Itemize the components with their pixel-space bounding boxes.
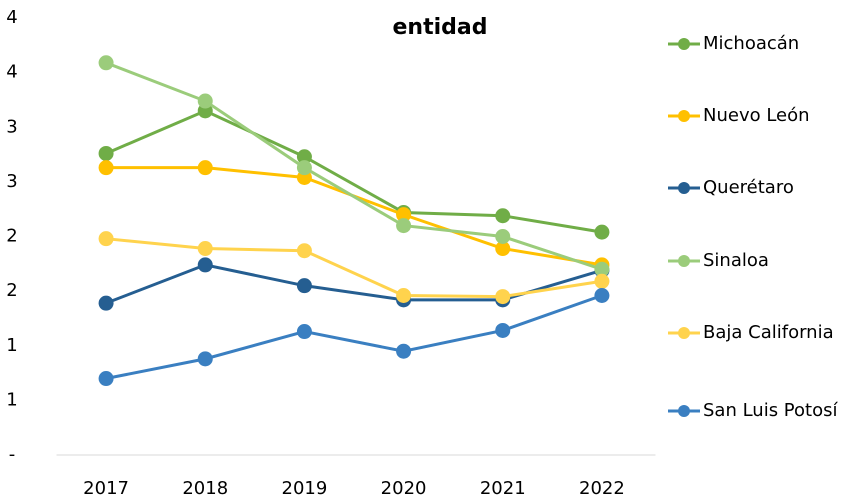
data-point: [98, 371, 114, 387]
data-point: [197, 93, 213, 109]
y-tick-label: 2: [6, 280, 17, 301]
x-tick-label: 2022: [579, 478, 625, 498]
y-tick-label: 4: [6, 62, 17, 83]
y-tick-label: 4: [6, 7, 17, 28]
legend-marker: [678, 327, 690, 339]
series-line: [105, 294, 603, 380]
data-point: [98, 145, 114, 161]
series-line: [105, 237, 603, 299]
y-tick-label: -: [9, 444, 16, 465]
data-point: [396, 343, 412, 359]
x-tick-label: 2017: [83, 478, 129, 498]
data-point: [495, 229, 511, 244]
series-line: [105, 109, 603, 234]
series-line: [106, 166, 603, 267]
data-point: [98, 295, 114, 311]
legend-label: Querétaro: [703, 177, 794, 198]
legend-label: Michoacán: [703, 33, 799, 54]
data-point: [98, 55, 114, 71]
data-point: [594, 287, 610, 303]
legend-label: San Luis Potosí: [703, 400, 838, 421]
data-point: [296, 278, 312, 294]
legend-label: Sinaloa: [703, 250, 769, 271]
data-point: [98, 231, 114, 247]
data-point: [495, 208, 511, 224]
chart-title: entidad: [393, 15, 488, 40]
data-point: [296, 243, 312, 259]
legend-marker: [678, 255, 690, 267]
series-line: [105, 61, 603, 271]
legend-label: Nuevo León: [703, 105, 810, 126]
legend-marker: [678, 182, 690, 194]
y-tick-label: 3: [6, 116, 17, 137]
data-point: [594, 224, 610, 240]
y-tick-label: 2: [6, 226, 17, 247]
x-tick-label: 2020: [381, 478, 427, 498]
data-point: [396, 207, 412, 223]
data-point: [594, 261, 610, 277]
data-point: [495, 241, 511, 257]
data-point: [197, 160, 213, 176]
data-point: [594, 273, 610, 289]
legend-marker: [678, 110, 690, 122]
y-tick-label: 1: [6, 389, 17, 410]
data-point: [495, 322, 511, 338]
data-point: [296, 324, 312, 340]
data-point: [197, 257, 213, 273]
data-point: [296, 160, 312, 176]
y-tick-label: 3: [6, 171, 17, 192]
data-point: [197, 241, 213, 257]
data-point: [396, 218, 412, 234]
data-point: [495, 289, 511, 305]
series-line: [105, 263, 603, 305]
x-tick-label: 2021: [480, 478, 526, 498]
data-point: [98, 160, 114, 176]
x-tick-label: 2019: [282, 478, 328, 498]
data-point: [197, 351, 213, 367]
data-point: [396, 287, 412, 303]
x-tick-label: 2018: [182, 478, 228, 498]
legend-marker: [678, 38, 690, 50]
legend-marker: [678, 405, 690, 417]
data-point: [296, 149, 312, 165]
legend-label: Baja California: [703, 322, 834, 343]
y-tick-label: 1: [6, 335, 17, 356]
